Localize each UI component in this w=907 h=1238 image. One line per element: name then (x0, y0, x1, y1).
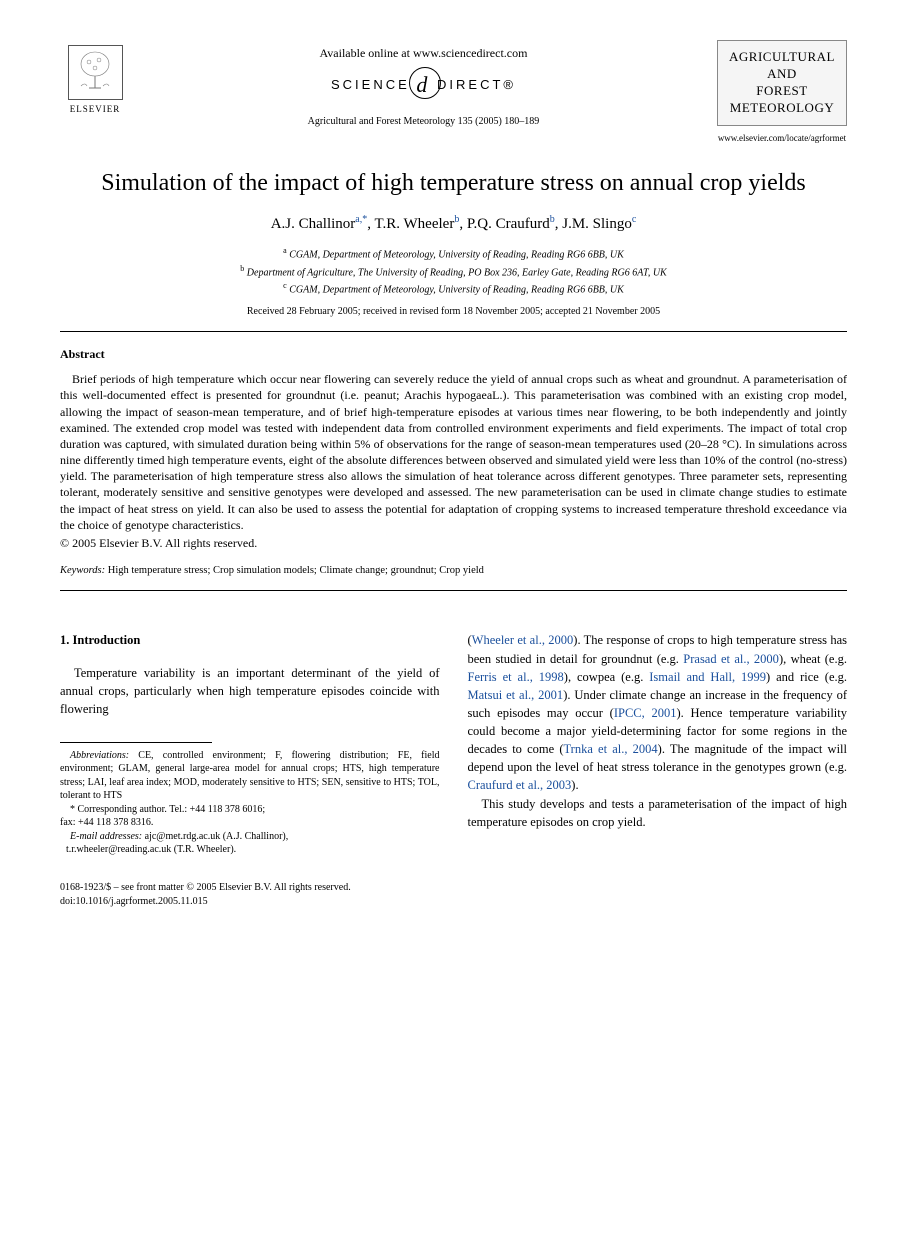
article-title: Simulation of the impact of high tempera… (60, 168, 847, 199)
affiliation-c: CGAM, Department of Meteorology, Univers… (289, 284, 624, 295)
footnotes: Abbreviations: CE, controlled environmen… (60, 749, 440, 857)
author-1: A.J. Challinor (271, 216, 356, 232)
keywords-label: Keywords: (60, 565, 105, 576)
sd-left: SCIENCE (331, 77, 410, 92)
left-column: 1. Introduction Temperature variability … (60, 631, 440, 857)
author-list: A.J. Challinora,*, T.R. Wheelerb, P.Q. C… (60, 213, 847, 235)
abbrev-label: Abbreviations: (70, 750, 129, 761)
journal-name-3: FOREST (722, 83, 842, 100)
abstract-copyright: © 2005 Elsevier B.V. All rights reserved… (60, 535, 847, 552)
journal-logo: AGRICULTURAL AND FOREST METEOROLOGY www.… (717, 40, 847, 144)
intro-heading: 1. Introduction (60, 631, 440, 649)
doi-line: doi:10.1016/j.agrformet.2005.11.015 (60, 895, 847, 909)
abstract-body: Brief periods of high temperature which … (60, 371, 847, 533)
divider-rule-2 (60, 590, 847, 591)
publisher-name: ELSEVIER (70, 103, 121, 116)
email-label: E-mail addresses: (70, 831, 142, 842)
journal-reference: Agricultural and Forest Meteorology 135 … (130, 115, 717, 129)
journal-logo-box: AGRICULTURAL AND FOREST METEOROLOGY (717, 40, 847, 126)
elsevier-tree-icon (68, 45, 123, 100)
sd-at-icon: d (416, 70, 430, 101)
affiliation-a: CGAM, Department of Meteorology, Univers… (289, 250, 624, 261)
issn-line: 0168-1923/$ – see front matter © 2005 El… (60, 881, 847, 895)
author-4: J.M. Slingo (562, 216, 632, 232)
fax-line: fax: +44 118 378 8316. (60, 816, 440, 830)
science-direct-logo: SCIENCE d DIRECT® (130, 70, 717, 101)
author-3: P.Q. Craufurd (467, 216, 550, 232)
two-column-body: 1. Introduction Temperature variability … (60, 631, 847, 857)
publisher-logo: ELSEVIER (60, 40, 130, 120)
center-header: Available online at www.sciencedirect.co… (130, 40, 717, 129)
author-2-sup[interactable]: b (454, 214, 459, 225)
sd-right: DIRECT® (437, 77, 516, 92)
email-2: t.r.wheeler@reading.ac.uk (T.R. Wheeler)… (60, 843, 440, 857)
available-online-text: Available online at www.sciencedirect.co… (130, 45, 717, 62)
page-header: ELSEVIER Available online at www.science… (60, 40, 847, 144)
abstract-heading: Abstract (60, 346, 847, 363)
right-column: (Wheeler et al., 2000). The response of … (468, 631, 848, 857)
footnote-separator (60, 742, 212, 743)
author-3-sup[interactable]: b (550, 214, 555, 225)
article-dates: Received 28 February 2005; received in r… (60, 305, 847, 319)
divider-rule (60, 331, 847, 332)
journal-url: www.elsevier.com/locate/agrformet (717, 132, 847, 145)
intro-para-left: Temperature variability is an important … (60, 664, 440, 718)
keywords: Keywords: High temperature stress; Crop … (60, 564, 847, 579)
email-1: ajc@met.rdg.ac.uk (A.J. Challinor), (142, 831, 288, 842)
affiliation-b: Department of Agriculture, The Universit… (247, 267, 667, 278)
journal-name-1: AGRICULTURAL (722, 49, 842, 66)
journal-name-2: AND (722, 66, 842, 83)
author-2: T.R. Wheeler (374, 216, 454, 232)
journal-name-4: METEOROLOGY (722, 100, 842, 117)
bottom-matter: 0168-1923/$ – see front matter © 2005 El… (60, 881, 847, 909)
intro-para-right-2: This study develops and tests a paramete… (468, 795, 848, 831)
affiliations: a CGAM, Department of Meteorology, Unive… (60, 245, 847, 297)
author-4-sup[interactable]: c (632, 214, 636, 225)
intro-para-right-1: (Wheeler et al., 2000). The response of … (468, 631, 848, 794)
keywords-text: High temperature stress; Crop simulation… (105, 565, 484, 576)
corresponding-author: * Corresponding author. Tel.: +44 118 37… (60, 803, 440, 817)
author-1-sup[interactable]: a,* (355, 214, 367, 225)
